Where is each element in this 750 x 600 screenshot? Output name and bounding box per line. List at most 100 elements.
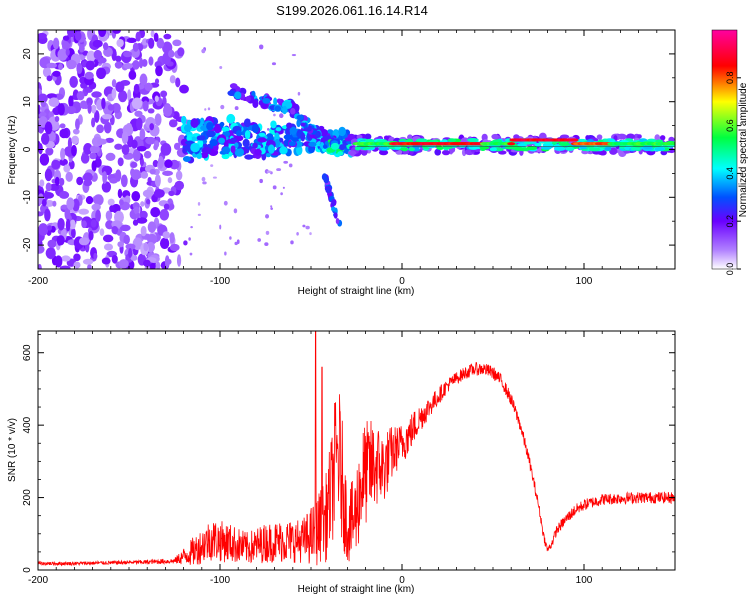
heatmap-cell — [92, 39, 103, 48]
heatmap-cell — [78, 208, 90, 215]
heatmap-cell — [270, 207, 273, 210]
heatmap-cell — [139, 57, 144, 69]
heatmap-cell — [168, 49, 175, 58]
heatmap-cell — [95, 209, 101, 222]
heatmap-cell — [153, 32, 159, 43]
heatmap-cell — [57, 48, 68, 61]
heatmap-cell — [59, 177, 65, 186]
heatmap-cell — [139, 128, 146, 141]
heatmap-cell — [290, 108, 296, 115]
heatmap-cell — [96, 124, 104, 134]
heatmap-cell — [220, 104, 225, 110]
heatmap-cell — [69, 219, 76, 230]
heatmap-cell — [48, 97, 60, 108]
heatmap-cell — [81, 220, 87, 229]
heatmap-cell — [234, 106, 239, 111]
heatmap-cell — [148, 56, 154, 66]
heatmap-cell — [257, 137, 267, 143]
heatmap-cell — [38, 93, 48, 104]
heatmap-cell — [131, 190, 141, 202]
heatmap-cell — [275, 127, 282, 132]
heatmap-cell — [204, 108, 207, 111]
heatmap-cell — [570, 138, 579, 142]
heatmap-cell — [276, 98, 282, 104]
heatmap-cell — [236, 239, 240, 245]
heatmap-cell — [335, 218, 340, 225]
heatmap-cell — [67, 30, 76, 38]
heatmap-cell — [354, 146, 361, 151]
heatmap-cell — [234, 142, 239, 149]
heatmap-cell — [154, 78, 160, 85]
heatmap-cell — [135, 212, 141, 219]
heatmap-cell — [63, 164, 71, 173]
heatmap-cell — [274, 105, 282, 112]
heatmap-cell — [114, 61, 123, 69]
heatmap-cell — [46, 62, 57, 69]
heatmap-cell — [169, 75, 176, 84]
heatmap-cell — [233, 208, 238, 214]
snr-x-tick-label: 100 — [576, 575, 593, 586]
heatmap-cell — [596, 134, 603, 140]
heatmap-cell — [74, 31, 82, 41]
heatmap-cell — [172, 39, 182, 47]
heatmap-cell — [364, 138, 375, 143]
heatmap-cell — [242, 138, 250, 148]
heatmap-cell — [119, 199, 124, 206]
heatmap-cell — [130, 169, 142, 181]
heatmap-cell — [59, 265, 71, 269]
heatmap-cell — [504, 145, 516, 150]
heatmap-cell — [214, 123, 221, 134]
heatmap-cell — [219, 224, 222, 230]
heatmap-cell — [526, 146, 538, 151]
heatmap-cell — [132, 60, 140, 70]
heatmap-cell — [189, 252, 193, 256]
heatmap-cell — [47, 239, 57, 248]
spectrogram-y-tick-label: -20 — [22, 237, 33, 252]
heatmap-cell — [259, 178, 263, 184]
heatmap-cell — [105, 220, 114, 230]
heatmap-cell — [201, 48, 206, 54]
heatmap-cell — [136, 217, 148, 224]
heatmap-cell — [149, 168, 156, 175]
heatmap-cell — [153, 144, 158, 151]
heatmap-cell — [579, 145, 589, 150]
heatmap-cell — [282, 105, 288, 115]
heatmap-cell — [149, 123, 155, 131]
heatmap-cell — [142, 189, 154, 198]
heatmap-cell — [243, 118, 251, 128]
heatmap-cell — [89, 152, 97, 160]
heatmap-cell — [259, 44, 264, 50]
heatmap-cell — [76, 176, 84, 186]
heatmap-cell — [159, 208, 170, 221]
heatmap-cell — [226, 113, 236, 124]
heatmap-cell — [273, 97, 278, 106]
heatmap-cell — [38, 32, 47, 40]
heatmap-cell — [229, 236, 232, 240]
heatmap-cell — [408, 147, 415, 152]
snr-x-axis-label: Height of straight line (km) — [298, 584, 415, 595]
heatmap-cell — [280, 192, 283, 196]
heatmap-cell — [150, 30, 155, 38]
heatmap-cell — [145, 136, 156, 145]
heatmap-cell — [160, 90, 168, 98]
heatmap-cell — [72, 128, 80, 135]
heatmap-cell — [235, 130, 242, 137]
heatmap-cell — [179, 84, 189, 94]
heatmap-cell — [78, 237, 90, 246]
heatmap-cell — [273, 113, 276, 117]
heatmap-cell — [103, 243, 114, 251]
heatmap-cell — [73, 261, 81, 269]
heatmap-cell — [322, 144, 328, 149]
heatmap-cell — [272, 185, 277, 190]
heatmap-cell — [38, 223, 49, 236]
spectrogram-x-tick-label: 100 — [576, 276, 593, 287]
heatmap-cell — [283, 134, 293, 141]
heatmap-cell — [54, 255, 63, 268]
heatmap-cell — [38, 245, 45, 254]
heatmap-cell — [66, 197, 75, 211]
heatmap-cell — [115, 55, 122, 63]
heatmap-cell — [331, 199, 336, 207]
heatmap-cell — [168, 119, 178, 128]
heatmap-cell — [167, 177, 173, 184]
spectrogram-x-axis-label: Height of straight line (km) — [298, 286, 415, 297]
